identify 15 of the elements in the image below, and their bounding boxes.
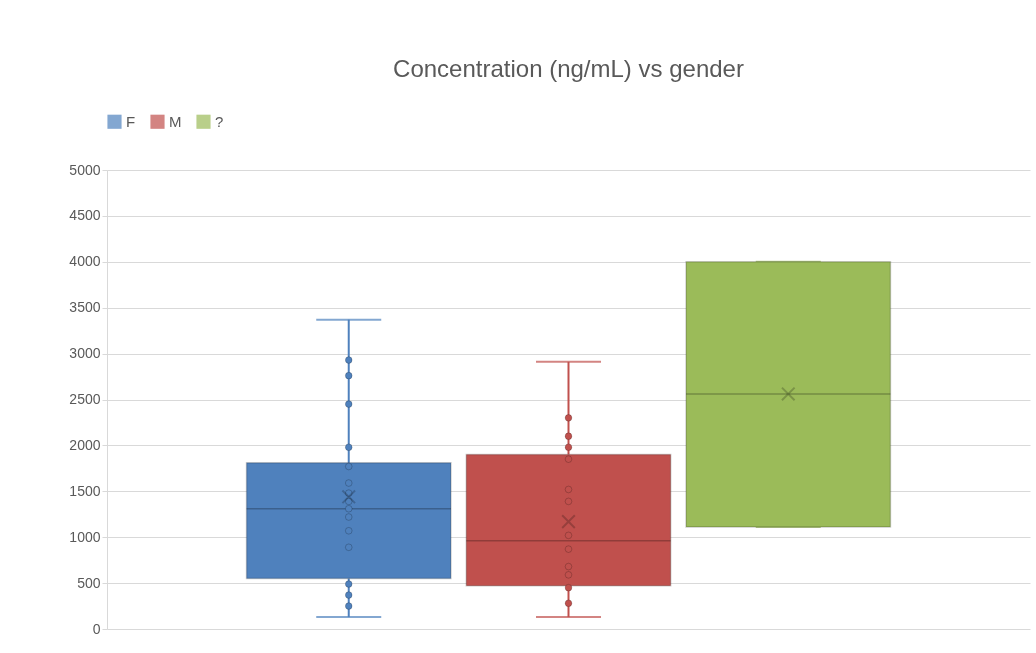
y-tick-label: 5000: [69, 161, 101, 178]
y-tick-label: 4500: [69, 207, 101, 224]
y-tick-label: 3000: [69, 345, 101, 362]
y-tick-label: 3500: [69, 299, 101, 316]
y-tick-label: 500: [77, 574, 101, 591]
y-tick-label: 2000: [69, 436, 101, 453]
y-tick-label: 2500: [69, 391, 101, 407]
legend-label: M: [169, 112, 182, 130]
legend-label: F: [126, 112, 136, 130]
legend-label: ?: [215, 112, 224, 130]
chart-title: Concentration (ng/mL) vs gender: [393, 55, 744, 82]
y-tick-label: 0: [92, 620, 101, 637]
y-tick-label: 4000: [69, 253, 101, 270]
y-tick-label: 1000: [69, 528, 101, 545]
y-tick-label: 1500: [69, 482, 101, 499]
